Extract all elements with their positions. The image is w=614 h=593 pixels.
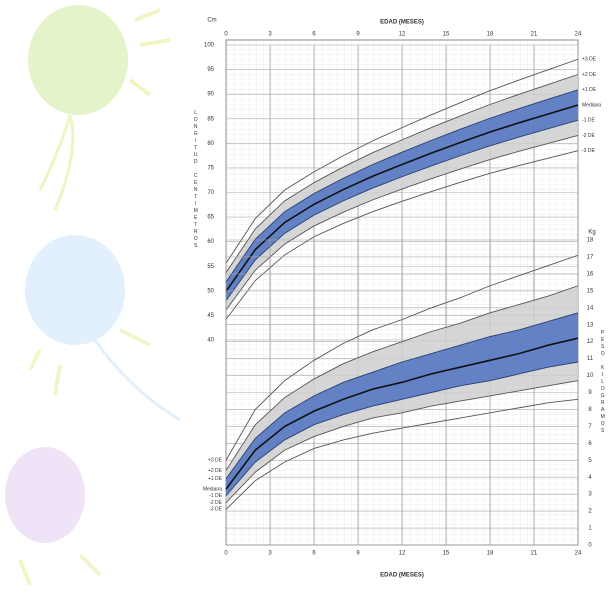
- y-tick-label: 14: [587, 305, 594, 311]
- x-axis-title: EDAD (MESES): [380, 573, 424, 579]
- x-tick-label: 15: [443, 32, 450, 38]
- y-tick-label: 0: [588, 543, 592, 549]
- y-tick-label: 17: [587, 255, 594, 261]
- x-tick-label: 21: [531, 551, 538, 557]
- series-label: -3 DE: [582, 148, 595, 154]
- y-tick-label: 10: [587, 373, 594, 379]
- y-tick-label: 40: [207, 338, 214, 344]
- series-label: +2 DE: [582, 72, 597, 78]
- y-tick-label: 3: [588, 492, 592, 498]
- y-axis-title: PESO KILOGRAMOS: [600, 330, 606, 435]
- series-label: Mediana: [582, 102, 601, 108]
- y-tick-label: 60: [207, 239, 214, 245]
- series-label: +1 DE: [582, 87, 597, 93]
- x-axis-title: EDAD (MESES): [380, 20, 424, 26]
- y-tick-label: 11: [587, 356, 594, 362]
- y-tick-label: 90: [207, 92, 214, 98]
- chart: EDAD (MESES)CmLONGITUD CENTIMETROS036912…: [0, 0, 614, 593]
- series-label: Mediana: [203, 486, 222, 492]
- y-tick-label: 9: [588, 390, 592, 396]
- x-tick-label: 18: [487, 551, 494, 557]
- y-tick-label: 95: [207, 67, 214, 73]
- series-label: -3 DE: [209, 507, 222, 513]
- y-tick-label: 5: [588, 458, 592, 464]
- y-tick-label: 50: [207, 288, 214, 294]
- y-axis-unit: Cm: [207, 18, 216, 24]
- y-tick-label: 55: [207, 264, 214, 270]
- x-tick-label: 18: [487, 32, 494, 38]
- y-tick-label: 6: [588, 441, 592, 447]
- x-tick-label: 6: [312, 32, 316, 38]
- x-tick-label: 12: [399, 551, 406, 557]
- series-label: -2 DE: [209, 500, 222, 506]
- x-tick-label: 15: [443, 551, 450, 557]
- series-label: +3 DE: [208, 458, 223, 464]
- x-tick-label: 24: [575, 551, 582, 557]
- series-label: -2 DE: [582, 133, 595, 139]
- y-tick-label: 12: [587, 339, 594, 345]
- x-tick-label: 9: [356, 551, 360, 557]
- y-tick-label: 15: [587, 288, 594, 294]
- series-label: +3 DE: [582, 57, 597, 63]
- x-tick-label: 24: [575, 32, 582, 38]
- y-tick-label: 18: [587, 238, 594, 244]
- y-tick-label: 4: [588, 475, 592, 481]
- series-label: +2 DE: [208, 468, 223, 474]
- y-tick-label: 85: [207, 116, 214, 122]
- y-axis-title: LONGITUD CENTIMETROS: [193, 110, 199, 250]
- x-tick-label: 6: [312, 551, 316, 557]
- y-tick-label: 100: [204, 43, 215, 49]
- x-tick-label: 21: [531, 32, 538, 38]
- x-tick-label: 3: [268, 551, 272, 557]
- x-tick-label: 9: [356, 32, 360, 38]
- balloon-decoration: [5, 5, 180, 585]
- y-axis-unit: Kg: [588, 230, 595, 236]
- y-tick-label: 7: [588, 424, 592, 430]
- y-tick-label: 8: [588, 407, 592, 413]
- x-tick-label: 3: [268, 32, 272, 38]
- y-tick-label: 75: [207, 165, 214, 171]
- y-tick-label: 80: [207, 141, 214, 147]
- series-label: -1 DE: [582, 118, 595, 124]
- x-tick-label: 12: [399, 32, 406, 38]
- y-tick-label: 45: [207, 313, 214, 319]
- x-tick-label: 0: [224, 551, 228, 557]
- x-tick-label: 0: [224, 32, 228, 38]
- y-tick-label: 1: [588, 526, 592, 532]
- y-tick-label: 2: [588, 509, 592, 515]
- series-label: +1 DE: [208, 476, 223, 482]
- page: EDAD (MESES)CmLONGITUD CENTIMETROS036912…: [0, 0, 614, 593]
- y-tick-label: 16: [587, 271, 594, 277]
- series-label: -1 DE: [209, 493, 222, 499]
- y-tick-label: 65: [207, 215, 214, 221]
- y-tick-label: 13: [587, 322, 594, 328]
- y-tick-label: 70: [207, 190, 214, 196]
